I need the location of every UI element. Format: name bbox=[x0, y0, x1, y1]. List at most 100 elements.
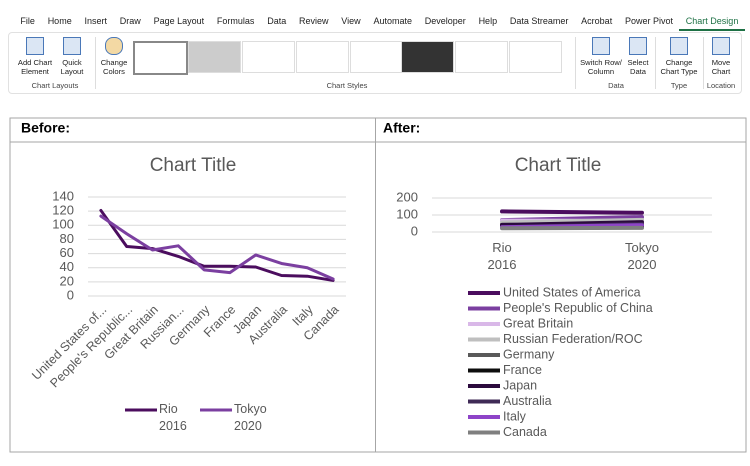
series-line bbox=[500, 220, 644, 228]
y-tick-label: 20 bbox=[60, 273, 74, 288]
ribbon-tab[interactable]: Format bbox=[745, 13, 750, 31]
add-chart-element-button[interactable]: Add Chart Element bbox=[15, 37, 55, 76]
series-line bbox=[500, 222, 644, 228]
button-label: Switch Row/ bbox=[580, 58, 622, 67]
y-tick-label: 60 bbox=[60, 245, 74, 260]
text-line: Rio bbox=[159, 402, 178, 416]
text-line: Rio bbox=[492, 240, 512, 255]
style-thumb[interactable] bbox=[296, 41, 349, 73]
legend-label: Rio 2016 bbox=[159, 402, 187, 433]
series-line bbox=[500, 223, 644, 230]
change-colors-button[interactable]: Change Colors bbox=[97, 37, 131, 76]
panel-header: Before: bbox=[21, 120, 70, 136]
legend-label: Tokyo 2020 bbox=[234, 402, 267, 433]
ribbon-tab[interactable]: Review bbox=[299, 16, 329, 26]
legend-label: Japan bbox=[503, 378, 537, 392]
y-tick-label: 40 bbox=[60, 259, 74, 274]
separator bbox=[703, 37, 704, 89]
text-line: 2020 bbox=[234, 419, 262, 433]
legend-label: Russian Federation/ROC bbox=[503, 332, 643, 346]
style-thumb[interactable] bbox=[188, 41, 241, 73]
group-label: Type bbox=[670, 81, 688, 90]
button-label: Change bbox=[665, 58, 693, 67]
x-tick-label: United States of... bbox=[29, 303, 109, 383]
legend-label: Germany bbox=[503, 347, 555, 361]
ribbon-tab[interactable]: Data Streamer bbox=[509, 16, 569, 26]
button-label: Chart Type bbox=[660, 67, 698, 76]
x-tick-label: Canada bbox=[301, 303, 342, 344]
legend-label: United States of America bbox=[503, 285, 641, 299]
legend-label: Australia bbox=[503, 394, 552, 408]
ribbon-tab[interactable]: Data bbox=[267, 16, 287, 26]
ribbon-tab[interactable]: Page Layout bbox=[153, 16, 205, 26]
button-label: Select bbox=[627, 58, 649, 67]
style-thumb[interactable] bbox=[133, 41, 188, 75]
series-line bbox=[99, 208, 335, 282]
group-label: Chart Layouts bbox=[31, 81, 79, 90]
ribbon-tab[interactable]: Acrobat bbox=[581, 16, 613, 26]
ribbon-tab[interactable]: File bbox=[20, 16, 35, 26]
style-thumb[interactable] bbox=[242, 41, 295, 73]
style-thumb[interactable] bbox=[509, 41, 562, 73]
x-tick-label: Germany bbox=[166, 302, 213, 349]
style-thumb[interactable] bbox=[455, 41, 508, 73]
series-line bbox=[500, 215, 644, 223]
group-label: Location bbox=[706, 81, 736, 90]
quick-layout-button[interactable]: Quick Layout bbox=[55, 37, 89, 76]
ribbon-tab[interactable]: Draw bbox=[119, 16, 141, 26]
x-tick-label: Rio 2016 bbox=[488, 240, 517, 272]
move-chart-button[interactable]: Move Chart bbox=[705, 37, 737, 76]
button-label: Move bbox=[711, 58, 731, 67]
x-tick-label: Tokyo 2020 bbox=[625, 240, 659, 272]
button-label: Add Chart bbox=[17, 58, 53, 67]
ribbon-tab[interactable]: Automate bbox=[373, 16, 412, 26]
button-label: Element bbox=[21, 67, 49, 76]
x-tick-label: Russian... bbox=[138, 303, 187, 352]
separator bbox=[655, 37, 656, 89]
ribbon-tabs: File Home Insert Draw Page Layout Formulas Dat… bbox=[14, 13, 750, 31]
legend-label: Canada bbox=[503, 425, 547, 439]
ribbon-tab[interactable]: View bbox=[341, 16, 361, 26]
ribbon-tab[interactable]: Chart Design bbox=[679, 13, 745, 31]
y-tick-label: 80 bbox=[60, 231, 74, 246]
text-line: 2020 bbox=[628, 257, 657, 272]
button-label: Quick bbox=[62, 58, 82, 67]
text-line: Tokyo bbox=[234, 402, 267, 416]
group-label: Data bbox=[608, 81, 624, 90]
y-tick-label: 140 bbox=[52, 188, 74, 203]
legend-label: People's Republic of China bbox=[503, 301, 653, 315]
ribbon-tab[interactable]: Developer bbox=[424, 16, 466, 26]
x-tick-label: France bbox=[201, 303, 238, 340]
y-tick-label: 100 bbox=[396, 206, 418, 221]
chart-title: Chart Title bbox=[150, 155, 237, 176]
y-tick-label: 100 bbox=[52, 217, 74, 232]
text-line: 2016 bbox=[159, 419, 187, 433]
text-line: Tokyo bbox=[625, 240, 659, 255]
ribbon-tab[interactable]: Home bbox=[47, 16, 72, 26]
ribbon-tab[interactable]: Formulas bbox=[216, 16, 255, 26]
text-line: 2016 bbox=[488, 257, 517, 272]
x-tick-label: Australia bbox=[246, 303, 290, 347]
legend-label: Great Britain bbox=[503, 316, 573, 330]
style-thumb[interactable] bbox=[401, 41, 454, 73]
button-label: Chart bbox=[711, 67, 731, 76]
ribbon-tab[interactable]: Power Pivot bbox=[624, 16, 674, 26]
ribbon-tab[interactable]: Insert bbox=[84, 16, 107, 26]
change-chart-type-button[interactable]: Change Chart Type bbox=[657, 37, 701, 76]
series-line bbox=[500, 209, 644, 215]
switch-row-column-button[interactable]: Switch Row/Column bbox=[579, 37, 623, 76]
legend-label: France bbox=[503, 363, 542, 377]
x-tick-label: Italy bbox=[290, 302, 317, 329]
y-tick-label: 200 bbox=[396, 189, 418, 204]
legend-label: Italy bbox=[503, 409, 527, 423]
ribbon-tab[interactable]: Help bbox=[478, 16, 498, 26]
series-line bbox=[99, 214, 335, 281]
panel-header: After: bbox=[383, 120, 420, 136]
style-thumb[interactable] bbox=[350, 41, 403, 73]
button-label: Data bbox=[629, 67, 647, 76]
x-tick-label: Japan bbox=[230, 303, 264, 337]
group-label: Chart Styles bbox=[326, 81, 368, 90]
series-line bbox=[500, 217, 644, 225]
select-data-button[interactable]: Select Data bbox=[623, 37, 653, 76]
